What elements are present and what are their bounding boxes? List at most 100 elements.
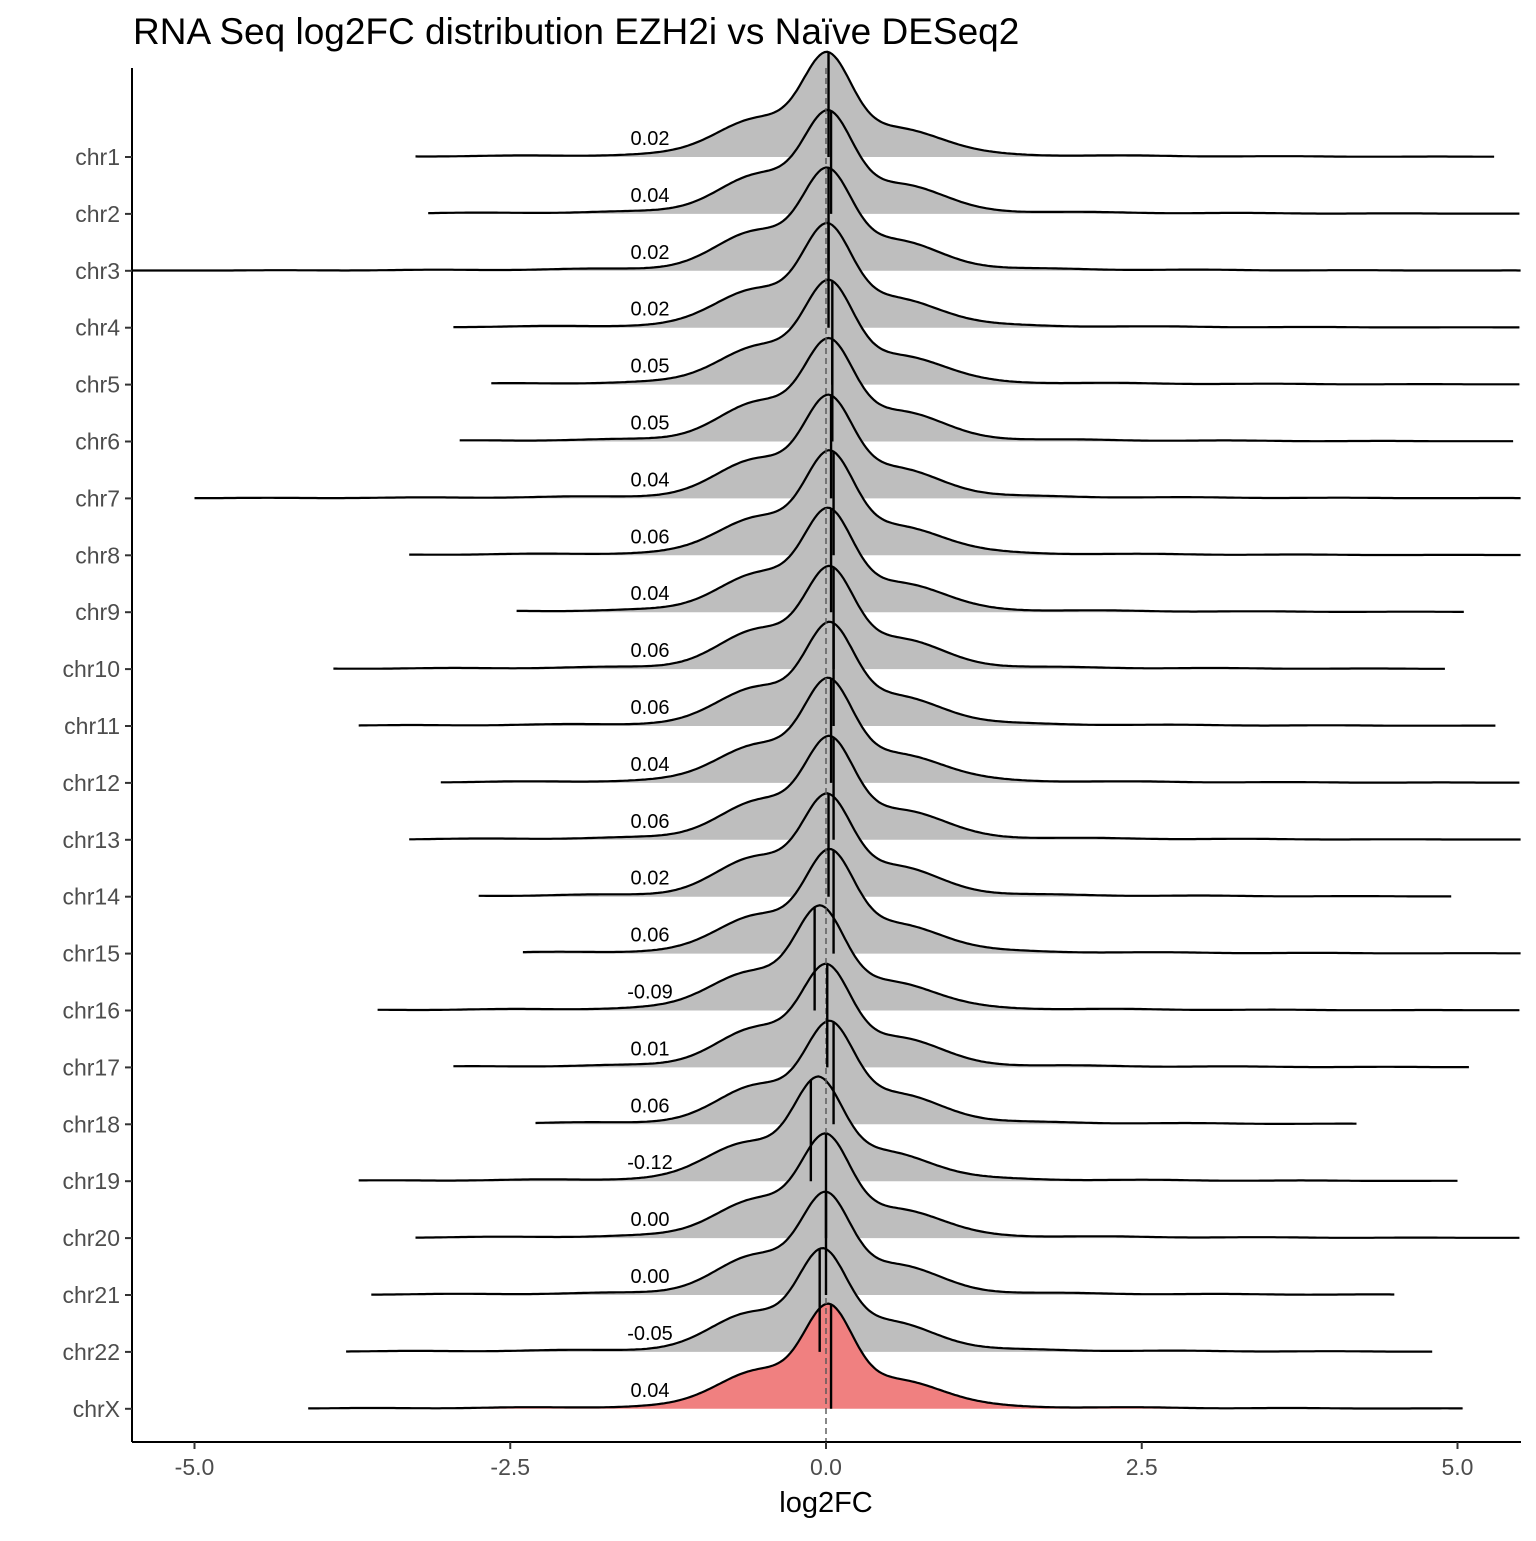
- x-tick-label-3: 2.5: [1126, 1454, 1158, 1480]
- ridge-outline-chr4: [453, 221, 1520, 329]
- ridge-area-chr7: [194, 394, 1521, 499]
- y-tick-label-chr11: chr11: [64, 713, 120, 739]
- y-tick-label-chr22: chr22: [62, 1339, 120, 1365]
- ridge-area-chr19: [358, 1076, 1458, 1182]
- ridge-area-chr17: [453, 963, 1471, 1068]
- ridge-area-chr15: [522, 849, 1521, 954]
- ridge-outline-chr3: [131, 166, 1521, 272]
- y-tick-label-chr20: chr20: [62, 1225, 120, 1251]
- y-tick-label-chr8: chr8: [75, 542, 120, 568]
- median-labels-group: 0.02 0.04 0.02 0.02 0.05 0.05 0.04 0.06 0.04 0.06…: [627, 128, 673, 1402]
- x-axis-title: log2FC: [779, 1487, 873, 1519]
- median-label-chr9: 0.04: [631, 583, 670, 605]
- y-tick-label-chr4: chr4: [75, 315, 120, 341]
- ridge-outline-chr2: [428, 108, 1520, 215]
- y-axis-ticks: chr1 chr2 chr3 chr4 chr5 chr6 chr7 chr8 chr9 chr1…: [62, 144, 132, 1422]
- ridge-area-chr18: [535, 1020, 1357, 1125]
- y-tick-label-chr2: chr2: [75, 201, 120, 227]
- y-tick-label-chr16: chr16: [62, 998, 120, 1024]
- ridge-area-chr5: [491, 279, 1521, 385]
- ridge-area-chr6: [459, 338, 1515, 442]
- chart-title: RNA Seq log2FC distribution EZH2i vs Naï…: [133, 11, 1019, 52]
- ridge-outline-chr13: [409, 734, 1521, 841]
- ridge-outline-chr7: [194, 393, 1521, 500]
- x-tick-label-1: -2.5: [490, 1454, 530, 1480]
- ridge-area-chr10: [333, 565, 1445, 670]
- x-axis-ticks: -5.0 -2.5 0.0 2.5 5.0: [175, 1442, 1474, 1480]
- median-label-chr17: 0.01: [631, 1038, 670, 1060]
- ridge-outline-chrX: [308, 1302, 1463, 1410]
- ridge-outline-chr8: [409, 449, 1521, 557]
- y-tick-label-chr15: chr15: [62, 941, 120, 967]
- median-label-chr1: 0.02: [631, 128, 670, 150]
- median-lines-group: [809, 52, 835, 1409]
- ridge-outline-chr12: [440, 676, 1520, 784]
- ridge-outline-chr9: [516, 506, 1464, 613]
- median-label-chr10: 0.06: [631, 640, 670, 662]
- ridge-area-chr8: [409, 450, 1521, 556]
- ridge-area-chr14: [478, 793, 1452, 897]
- median-label-chr8: 0.06: [631, 526, 670, 548]
- ridge-area-chr9: [516, 507, 1464, 613]
- y-tick-label-chr12: chr12: [62, 770, 120, 796]
- median-label-chr13: 0.06: [631, 811, 670, 833]
- y-tick-label-chr14: chr14: [62, 884, 120, 910]
- x-tick-label-4: 5.0: [1442, 1454, 1474, 1480]
- y-tick-label-chr13: chr13: [62, 827, 120, 853]
- ridge-area-chr13: [409, 735, 1521, 840]
- y-tick-label-chr10: chr10: [62, 656, 120, 682]
- median-label-chr11: 0.06: [631, 697, 670, 719]
- ridge-outline-chr15: [522, 847, 1521, 955]
- median-label-chr21: 0.00: [631, 1266, 670, 1288]
- ridge-outline-chr11: [358, 620, 1496, 727]
- ridge-outline-chr5: [491, 278, 1520, 386]
- median-label-chr2: 0.04: [631, 185, 670, 207]
- ridge-outline-chr18: [535, 1019, 1357, 1125]
- x-tick-label-0: -5.0: [175, 1454, 215, 1480]
- ridge-outline-chr10: [333, 564, 1445, 670]
- y-tick-label-chrX: chrX: [73, 1396, 120, 1422]
- ridge-area-chr4: [453, 222, 1521, 328]
- ridge-outline-chr1: [415, 50, 1495, 158]
- y-tick-label-chr19: chr19: [62, 1168, 120, 1194]
- y-tick-label-chr3: chr3: [75, 258, 120, 284]
- ridge-area-chr11: [358, 621, 1496, 726]
- y-tick-label-chr1: chr1: [75, 144, 120, 170]
- ridge-area-chr21: [371, 1191, 1395, 1295]
- ridge-area-chrX: [308, 1303, 1464, 1409]
- ridge-outline-chr19: [358, 1075, 1458, 1182]
- median-label-chr19: -0.12: [627, 1152, 673, 1174]
- ridge-area-chr2: [428, 110, 1521, 214]
- median-label-chr16: -0.09: [627, 982, 673, 1004]
- y-tick-label-chr7: chr7: [75, 485, 120, 511]
- median-label-chr15: 0.06: [631, 925, 670, 947]
- y-tick-label-chr5: chr5: [75, 372, 120, 398]
- y-tick-label-chr9: chr9: [75, 599, 120, 625]
- ridge-outline-chr14: [478, 792, 1452, 898]
- median-label-chr4: 0.02: [631, 299, 670, 321]
- y-tick-label-chr6: chr6: [75, 429, 120, 455]
- y-tick-label-chr18: chr18: [62, 1111, 120, 1137]
- median-label-chr7: 0.04: [631, 469, 670, 491]
- ridge-outline-chr16: [377, 904, 1520, 1012]
- y-tick-label-chr21: chr21: [62, 1282, 120, 1308]
- ridge-outline-chr17: [453, 962, 1469, 1069]
- median-label-chr6: 0.05: [631, 413, 670, 435]
- ridge-area-chr20: [415, 1133, 1521, 1239]
- ridge-outline-chr21: [371, 1190, 1395, 1296]
- median-label-chrX: 0.04: [631, 1380, 670, 1402]
- median-label-chr18: 0.06: [631, 1095, 670, 1117]
- ridge-area-chr1: [415, 51, 1496, 157]
- y-tick-label-chr17: chr17: [62, 1054, 120, 1080]
- ridge-outline-chr22: [346, 1246, 1433, 1353]
- median-label-chr3: 0.02: [631, 242, 670, 264]
- median-label-chr22: -0.05: [627, 1323, 673, 1345]
- median-label-chr14: 0.02: [631, 868, 670, 890]
- median-label-chr5: 0.05: [631, 356, 670, 378]
- ridge-area-chr22: [346, 1248, 1433, 1352]
- ridge-area-chr16: [377, 905, 1521, 1011]
- ridge-area-chr12: [440, 677, 1521, 783]
- x-tick-label-2: 0.0: [810, 1454, 842, 1480]
